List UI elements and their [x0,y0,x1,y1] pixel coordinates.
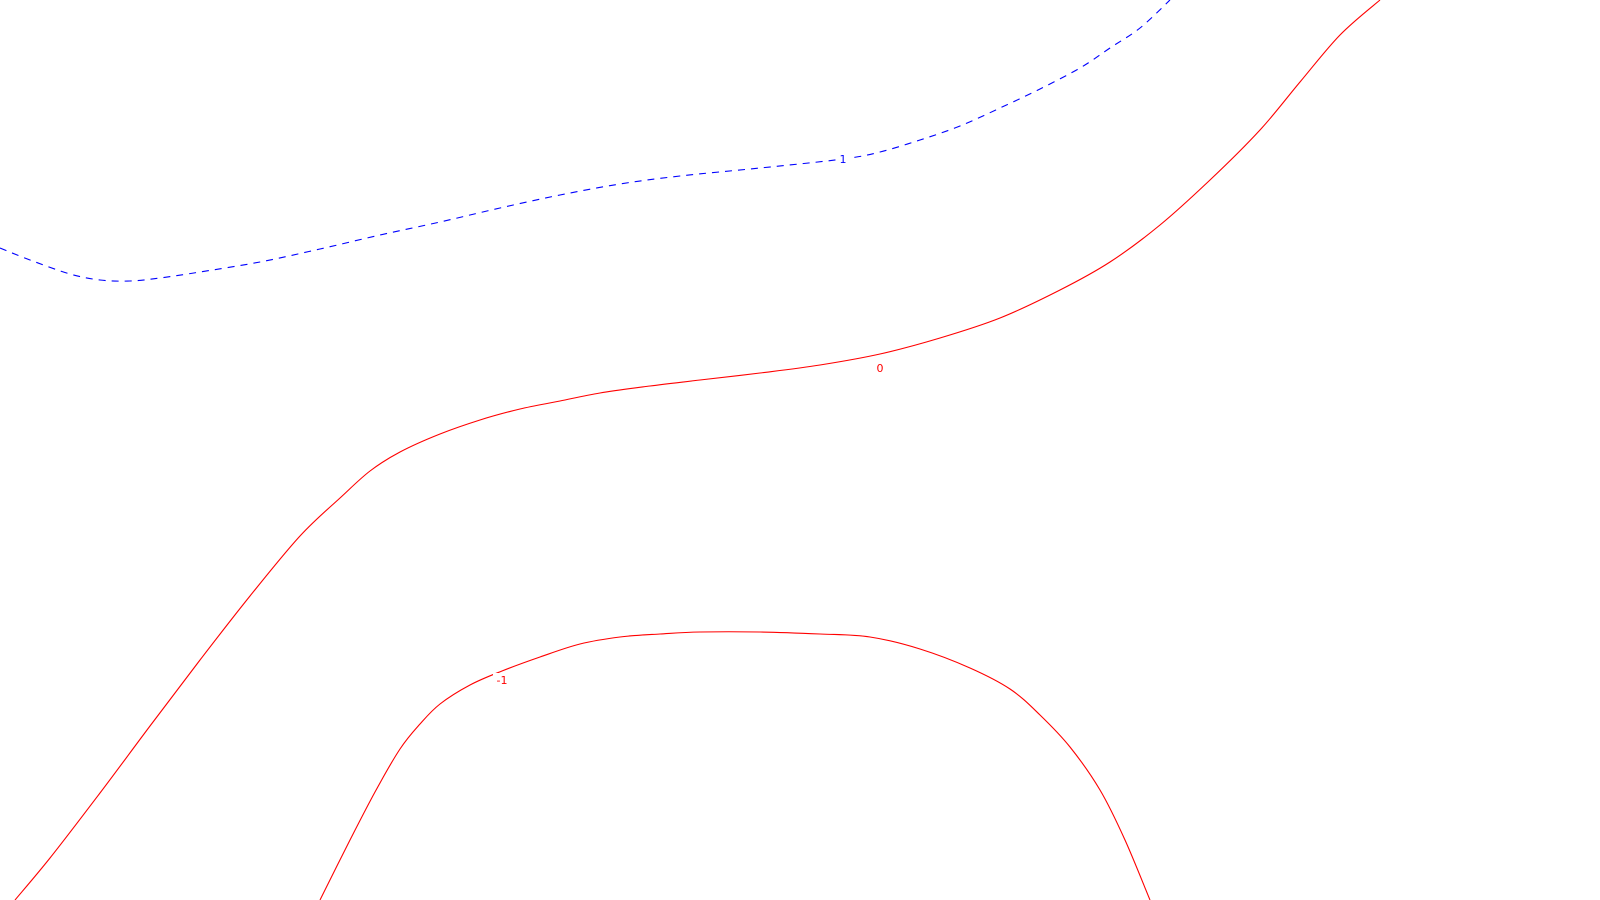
contour-label: 0 [877,362,884,375]
contour-line-level-neg1 [319,631,1151,900]
contour-label: 1 [840,153,847,166]
contour-label-background [493,673,511,687]
contour-label-background [874,361,886,375]
contour-line-level-0 [14,0,1381,900]
contour-label: -1 [497,674,508,687]
contour-label-background [837,152,849,166]
contour-line-level-1 [0,0,1171,282]
